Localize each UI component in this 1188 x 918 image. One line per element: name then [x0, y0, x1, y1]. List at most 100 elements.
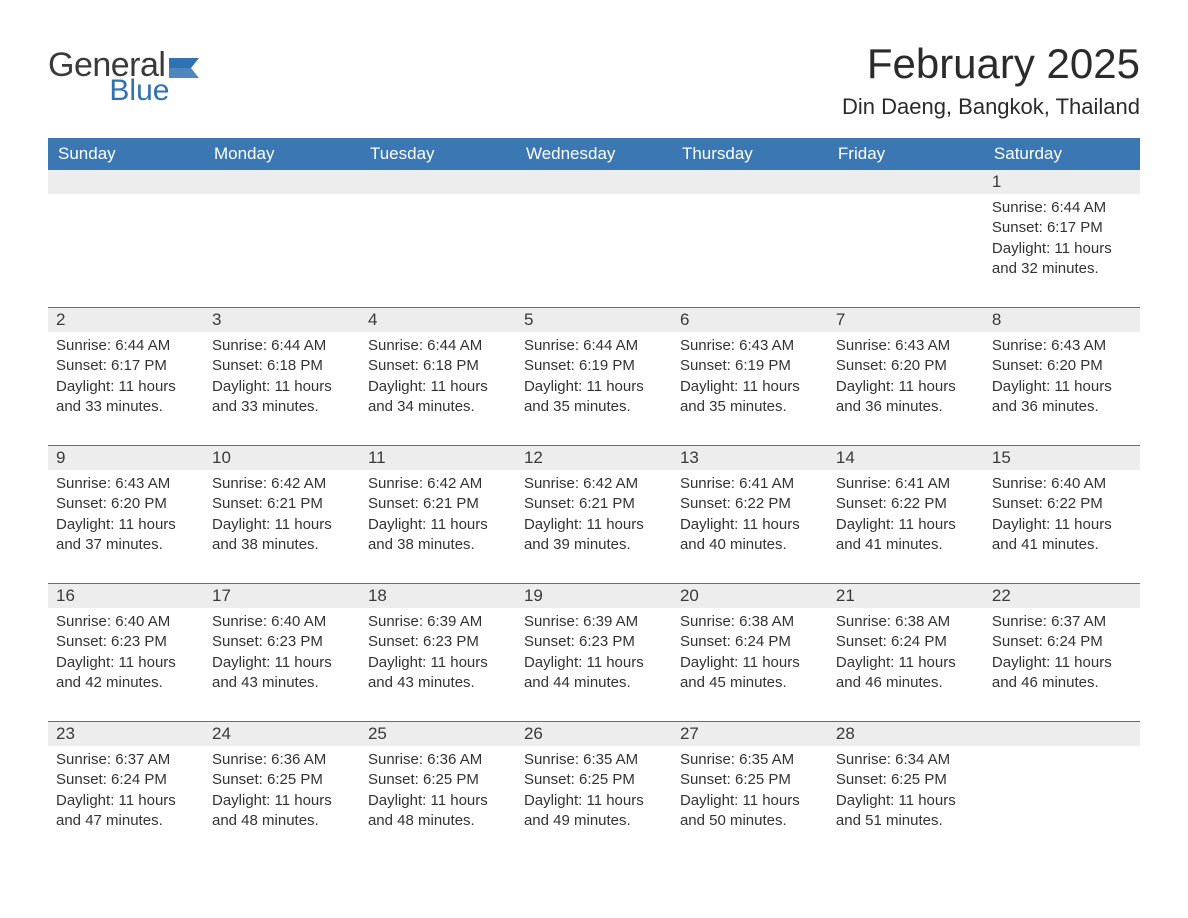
daylight-text-2: and 35 minutes.	[524, 397, 664, 417]
sunset-text: Sunset: 6:19 PM	[524, 356, 664, 376]
day-number-cell: 27	[672, 722, 828, 746]
sunrise-text: Sunrise: 6:35 AM	[680, 750, 820, 770]
sunset-text: Sunset: 6:18 PM	[212, 356, 352, 376]
sunset-text: Sunset: 6:21 PM	[212, 494, 352, 514]
sunset-text: Sunset: 6:23 PM	[212, 632, 352, 652]
daylight-text-2: and 51 minutes.	[836, 811, 976, 831]
day-number-cell: 9	[48, 446, 204, 470]
day-number-cell: 1	[984, 170, 1140, 194]
day-content-cell: Sunrise: 6:42 AMSunset: 6:21 PMDaylight:…	[204, 470, 360, 584]
day-header: Friday	[828, 138, 984, 170]
sunrise-text: Sunrise: 6:42 AM	[368, 474, 508, 494]
day-content-cell: Sunrise: 6:38 AMSunset: 6:24 PMDaylight:…	[828, 608, 984, 722]
day-content-cell	[516, 194, 672, 308]
day-content-cell	[672, 194, 828, 308]
daylight-text-1: Daylight: 11 hours	[368, 653, 508, 673]
daylight-text-2: and 36 minutes.	[992, 397, 1132, 417]
daylight-text-1: Daylight: 11 hours	[56, 515, 196, 535]
daylight-text-2: and 41 minutes.	[992, 535, 1132, 555]
day-content-cell: Sunrise: 6:44 AMSunset: 6:17 PMDaylight:…	[48, 332, 204, 446]
daylight-text-2: and 33 minutes.	[56, 397, 196, 417]
day-content-cell: Sunrise: 6:39 AMSunset: 6:23 PMDaylight:…	[360, 608, 516, 722]
sunrise-text: Sunrise: 6:39 AM	[368, 612, 508, 632]
sunset-text: Sunset: 6:23 PM	[368, 632, 508, 652]
day-number-cell: 13	[672, 446, 828, 470]
page-subtitle: Din Daeng, Bangkok, Thailand	[842, 94, 1140, 120]
sunset-text: Sunset: 6:17 PM	[56, 356, 196, 376]
daylight-text-1: Daylight: 11 hours	[680, 791, 820, 811]
sunrise-text: Sunrise: 6:41 AM	[680, 474, 820, 494]
day-content-row: Sunrise: 6:44 AMSunset: 6:17 PMDaylight:…	[48, 332, 1140, 446]
sunset-text: Sunset: 6:25 PM	[212, 770, 352, 790]
daylight-text-2: and 46 minutes.	[992, 673, 1132, 693]
daylight-text-1: Daylight: 11 hours	[992, 377, 1132, 397]
daylight-text-2: and 42 minutes.	[56, 673, 196, 693]
sunrise-text: Sunrise: 6:44 AM	[56, 336, 196, 356]
day-content-cell: Sunrise: 6:37 AMSunset: 6:24 PMDaylight:…	[984, 608, 1140, 722]
daylight-text-1: Daylight: 11 hours	[56, 653, 196, 673]
daylight-text-2: and 36 minutes.	[836, 397, 976, 417]
day-content-cell: Sunrise: 6:40 AMSunset: 6:23 PMDaylight:…	[204, 608, 360, 722]
day-number-cell: 26	[516, 722, 672, 746]
sunset-text: Sunset: 6:24 PM	[56, 770, 196, 790]
day-content-cell	[984, 746, 1140, 859]
sunset-text: Sunset: 6:24 PM	[992, 632, 1132, 652]
daylight-text-2: and 47 minutes.	[56, 811, 196, 831]
daylight-text-1: Daylight: 11 hours	[56, 791, 196, 811]
page-title: February 2025	[842, 40, 1140, 88]
day-number-cell: 18	[360, 584, 516, 608]
day-content-cell: Sunrise: 6:44 AMSunset: 6:18 PMDaylight:…	[204, 332, 360, 446]
daylight-text-1: Daylight: 11 hours	[680, 377, 820, 397]
sunrise-text: Sunrise: 6:37 AM	[992, 612, 1132, 632]
day-content-cell	[48, 194, 204, 308]
day-content-cell: Sunrise: 6:44 AMSunset: 6:17 PMDaylight:…	[984, 194, 1140, 308]
daylight-text-2: and 44 minutes.	[524, 673, 664, 693]
day-content-cell	[828, 194, 984, 308]
day-content-cell: Sunrise: 6:44 AMSunset: 6:18 PMDaylight:…	[360, 332, 516, 446]
day-header: Saturday	[984, 138, 1140, 170]
day-content-cell: Sunrise: 6:34 AMSunset: 6:25 PMDaylight:…	[828, 746, 984, 859]
daylight-text-1: Daylight: 11 hours	[836, 653, 976, 673]
sunset-text: Sunset: 6:22 PM	[680, 494, 820, 514]
day-content-cell	[360, 194, 516, 308]
daylight-text-1: Daylight: 11 hours	[524, 791, 664, 811]
sunrise-text: Sunrise: 6:38 AM	[836, 612, 976, 632]
day-number-cell: 28	[828, 722, 984, 746]
sunrise-text: Sunrise: 6:42 AM	[212, 474, 352, 494]
day-content-cell: Sunrise: 6:40 AMSunset: 6:22 PMDaylight:…	[984, 470, 1140, 584]
day-content-cell: Sunrise: 6:42 AMSunset: 6:21 PMDaylight:…	[516, 470, 672, 584]
daylight-text-2: and 34 minutes.	[368, 397, 508, 417]
daylight-text-1: Daylight: 11 hours	[212, 791, 352, 811]
sunrise-text: Sunrise: 6:41 AM	[836, 474, 976, 494]
header: General Blue February 2025 Din Daeng, Ba…	[48, 40, 1140, 120]
day-number-cell: 25	[360, 722, 516, 746]
day-content-cell: Sunrise: 6:35 AMSunset: 6:25 PMDaylight:…	[516, 746, 672, 859]
sunset-text: Sunset: 6:23 PM	[56, 632, 196, 652]
sunset-text: Sunset: 6:25 PM	[524, 770, 664, 790]
day-number-cell	[360, 170, 516, 194]
day-content-cell: Sunrise: 6:36 AMSunset: 6:25 PMDaylight:…	[360, 746, 516, 859]
day-number-cell: 6	[672, 308, 828, 332]
sunset-text: Sunset: 6:25 PM	[680, 770, 820, 790]
day-number-cell: 8	[984, 308, 1140, 332]
day-number-cell: 7	[828, 308, 984, 332]
day-content-cell: Sunrise: 6:41 AMSunset: 6:22 PMDaylight:…	[672, 470, 828, 584]
sunrise-text: Sunrise: 6:40 AM	[56, 612, 196, 632]
day-number-cell: 4	[360, 308, 516, 332]
day-number-cell	[984, 722, 1140, 746]
sunrise-text: Sunrise: 6:43 AM	[680, 336, 820, 356]
day-number-cell: 17	[204, 584, 360, 608]
daylight-text-1: Daylight: 11 hours	[524, 653, 664, 673]
brand-logo: General Blue	[48, 40, 207, 106]
brand-flag-icon	[169, 54, 207, 82]
day-number-cell	[48, 170, 204, 194]
daylight-text-2: and 38 minutes.	[212, 535, 352, 555]
daylight-text-2: and 37 minutes.	[56, 535, 196, 555]
day-number-cell	[672, 170, 828, 194]
sunrise-text: Sunrise: 6:43 AM	[992, 336, 1132, 356]
day-number-cell	[516, 170, 672, 194]
sunrise-text: Sunrise: 6:44 AM	[524, 336, 664, 356]
sunrise-text: Sunrise: 6:42 AM	[524, 474, 664, 494]
sunrise-text: Sunrise: 6:40 AM	[212, 612, 352, 632]
day-header-row: Sunday Monday Tuesday Wednesday Thursday…	[48, 138, 1140, 170]
